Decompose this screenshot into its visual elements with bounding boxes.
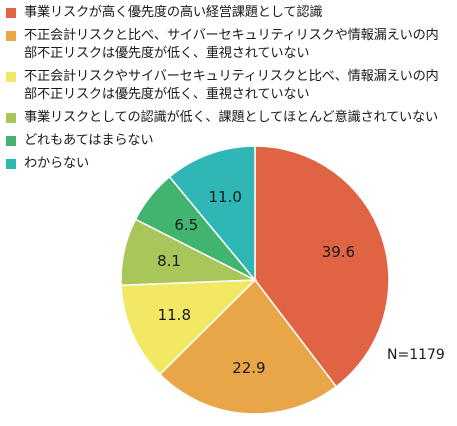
slice-value-label-4: 6.5 xyxy=(174,216,198,234)
pie-slice-2 xyxy=(120,279,257,376)
legend-swatch-1 xyxy=(6,31,16,41)
pie-slice-1 xyxy=(158,278,338,415)
legend-swatch-4 xyxy=(6,136,16,146)
slice-value-label-1: 22.9 xyxy=(232,359,265,377)
slice-value-label-3: 8.1 xyxy=(157,252,181,270)
legend-item: わからない xyxy=(6,155,454,173)
legend-swatch-3 xyxy=(6,113,16,123)
legend-label: わからない xyxy=(24,156,89,171)
legend-label: 事業リスクが高く優先度の高い経営課題として認識 xyxy=(24,5,323,20)
legend-label: 不正会計リスクやサイバーセキュリティリスクと比べ、情報漏えいの内 部不正リスクは… xyxy=(24,69,439,102)
legend-item: 事業リスクとしての認識が低く、課題としてほとんど意識されていない xyxy=(6,109,454,127)
legend-item: 不正会計リスクと比べ、サイバーセキュリティリスクや情報漏えいの内 部不正リスクは… xyxy=(6,27,454,63)
slice-value-label-0: 39.6 xyxy=(322,243,355,261)
legend-item: 不正会計リスクやサイバーセキュリティリスクと比べ、情報漏えいの内 部不正リスクは… xyxy=(6,68,454,104)
pie-slice-5 xyxy=(168,145,256,283)
legend-item: どれもあてはまらない xyxy=(6,132,454,150)
legend-swatch-2 xyxy=(6,72,16,82)
slice-value-label-5: 11.0 xyxy=(208,188,241,206)
chart-legend: 事業リスクが高く優先度の高い経営課題として認識 不正会計リスクと比べ、サイバーセ… xyxy=(6,4,454,178)
slice-value-label-2: 11.8 xyxy=(158,306,191,324)
legend-label: 事業リスクとしての認識が低く、課題としてほとんど意識されていない xyxy=(24,110,439,125)
legend-label: どれもあてはまらない xyxy=(24,133,154,148)
legend-swatch-5 xyxy=(6,159,16,169)
legend-swatch-0 xyxy=(6,8,16,18)
sample-size-annotation: N=1179 xyxy=(387,347,445,363)
pie-slice-0 xyxy=(254,145,390,388)
legend-item: 事業リスクが高く優先度の高い経営課題として認識 xyxy=(6,4,454,22)
legend-label: 不正会計リスクと比べ、サイバーセキュリティリスクや情報漏えいの内 部不正リスクは… xyxy=(24,28,439,61)
